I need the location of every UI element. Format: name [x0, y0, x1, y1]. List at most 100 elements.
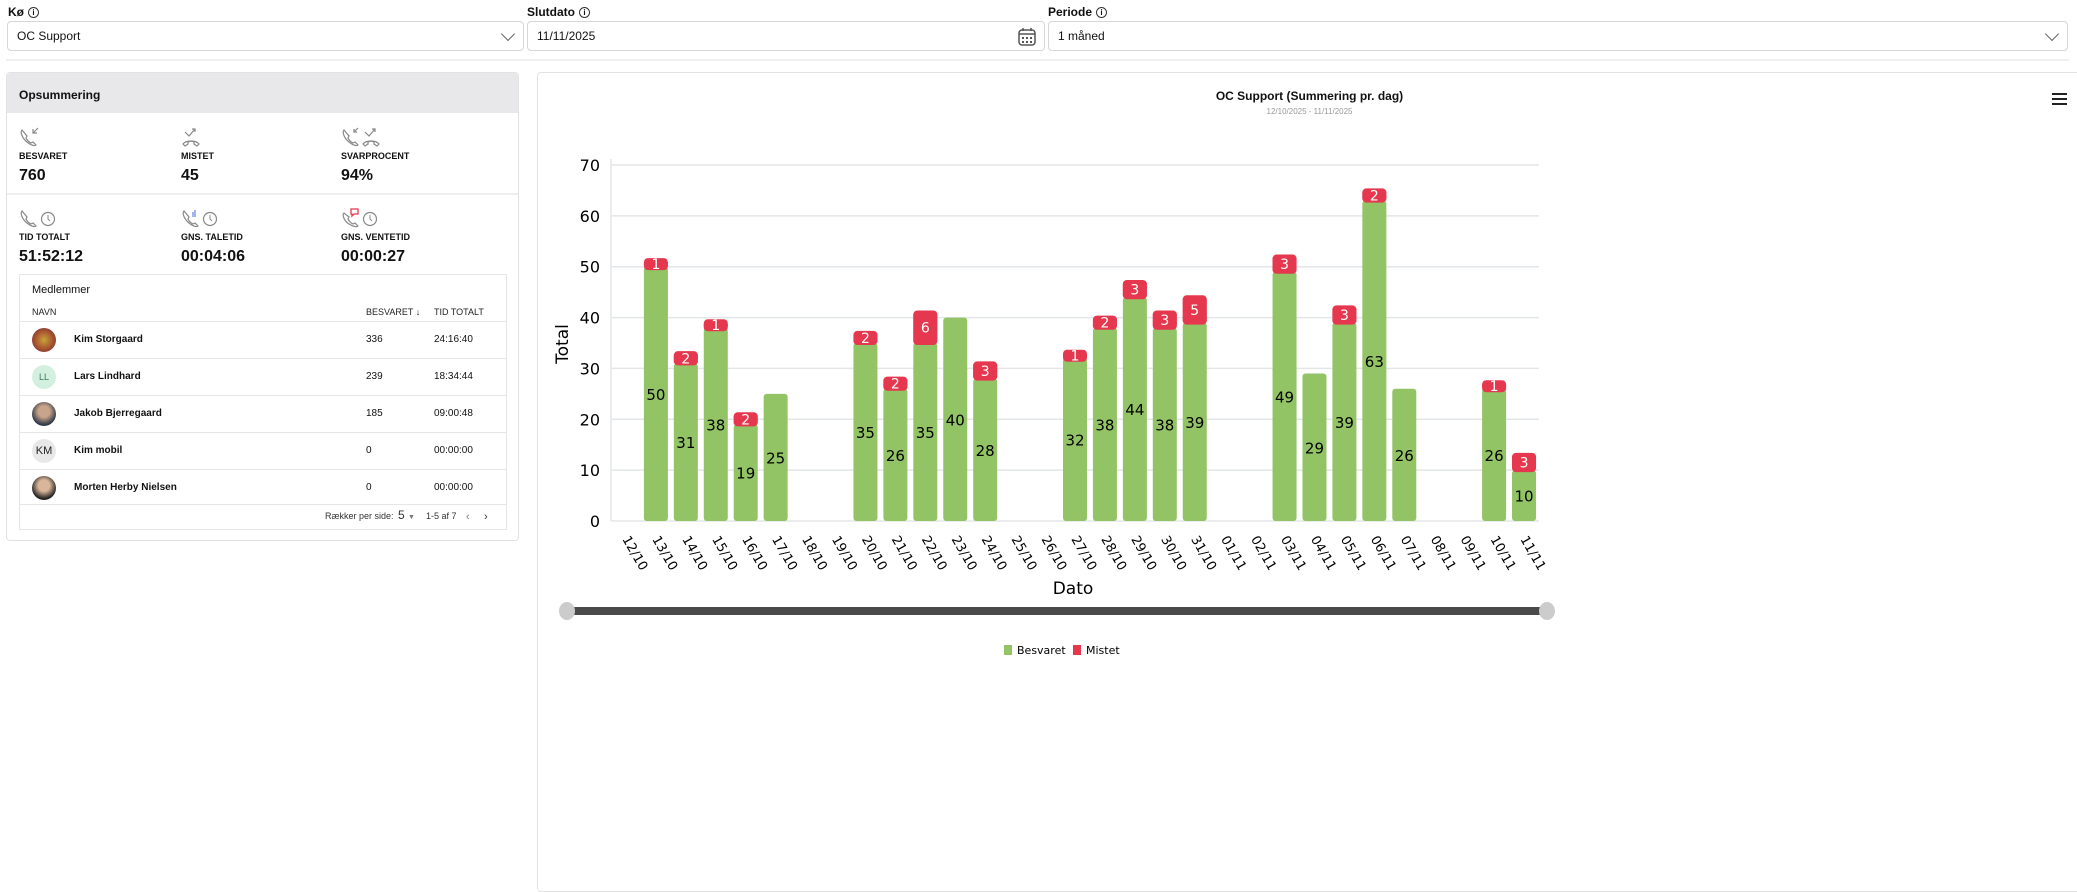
data-label-mistet: 1 [1071, 349, 1080, 365]
data-label-besvaret: 49 [1275, 388, 1294, 406]
x-tick-label: 06/11 [1367, 534, 1399, 574]
divider [7, 193, 518, 195]
avatar: KM [32, 439, 56, 463]
member-name: Kim Storgaard [74, 334, 143, 345]
y-tick-label: 70 [580, 156, 600, 175]
queue-label-text: Kø [8, 5, 24, 19]
bar-besvaret [1182, 322, 1207, 521]
end-date-value: 11/11/2025 [537, 29, 596, 43]
data-label-box-mistet [673, 351, 698, 366]
period-label: Periode i [1048, 5, 1108, 19]
x-tick-label: 17/10 [768, 534, 800, 574]
queue-label: Kø i [8, 5, 39, 19]
member-total-time: 09:00:48 [434, 408, 473, 419]
data-label-mistet: 2 [741, 412, 750, 428]
stat-avg-talk-time: GNS. TALETID 00:04:06 [181, 208, 341, 266]
info-icon[interactable]: i [1096, 6, 1108, 18]
column-header-name[interactable]: NAVN [32, 307, 57, 317]
stat-avg-wait-time: GNS. VENTETID 00:00:27 [341, 208, 501, 266]
range-slider-handle-left[interactable] [559, 602, 575, 620]
data-label-mistet: 3 [1340, 308, 1349, 324]
rows-per-page-label: Rækker per side: [325, 511, 394, 521]
x-tick-label: 01/11 [1217, 534, 1249, 574]
table-row[interactable]: KM Kim mobil 0 00:00:00 [20, 432, 506, 469]
data-label-box-mistet [703, 319, 728, 332]
data-label-mistet: 2 [681, 351, 690, 367]
data-label-box-mistet [1152, 310, 1177, 330]
bar-besvaret [703, 327, 728, 521]
avatar [32, 402, 56, 426]
data-label-besvaret: 19 [736, 465, 755, 483]
queue-select[interactable]: OC Support [7, 21, 524, 51]
bar-besvaret [973, 378, 998, 521]
data-label-besvaret: 44 [1125, 401, 1144, 419]
rows-per-page-select[interactable]: 5 ▼ [398, 508, 415, 522]
chart-subtitle: 12/10/2025 - 11/11/2025 [1266, 107, 1353, 116]
table-row[interactable]: LL Lars Lindhard 239 18:34:44 [20, 358, 506, 395]
end-date-label-text: Slutdato [527, 5, 575, 19]
bar-besvaret [763, 393, 788, 521]
data-label-box-mistet [853, 330, 878, 345]
stat-label: GNS. VENTETID [341, 232, 411, 242]
x-tick-label: 20/10 [858, 534, 890, 574]
data-label-box-mistet [1512, 452, 1537, 473]
stat-value: 51:52:12 [19, 248, 84, 265]
x-tick-label: 02/11 [1247, 534, 1279, 574]
range-slider-track[interactable] [567, 607, 1547, 615]
legend-label-mistet[interactable]: Mistet [1086, 644, 1120, 657]
x-tick-label: 05/11 [1337, 534, 1369, 574]
x-tick-label: 26/10 [1038, 534, 1070, 574]
talk-time-icon [182, 210, 218, 228]
stat-value: 760 [19, 167, 46, 184]
data-label-besvaret: 63 [1365, 353, 1384, 371]
prev-page-button[interactable]: ‹ [466, 511, 470, 523]
data-label-besvaret: 28 [976, 442, 995, 460]
info-icon[interactable]: i [28, 6, 39, 18]
column-header-answered[interactable]: BESVARET ↓ [366, 307, 420, 317]
legend-label-besvaret[interactable]: Besvaret [1017, 644, 1066, 657]
data-label-box-mistet [913, 310, 938, 345]
rows-per-page-value: 5 [398, 508, 405, 522]
period-label-text: Periode [1048, 5, 1093, 19]
table-row[interactable]: Kim Storgaard 336 24:16:40 [20, 321, 506, 358]
x-tick-label: 11/11 [1517, 534, 1549, 574]
data-label-box-mistet [1092, 315, 1117, 330]
legend-swatch-besvaret [1004, 645, 1012, 655]
divider [6, 59, 2069, 61]
data-label-besvaret: 35 [916, 424, 935, 442]
table-row[interactable]: Jakob Bjerregaard 185 09:00:48 [20, 395, 506, 432]
data-label-besvaret: 50 [646, 386, 665, 404]
y-tick-label: 50 [580, 258, 600, 277]
stat-value: 00:04:06 [181, 248, 246, 265]
member-answered: 0 [366, 482, 372, 493]
legend-swatch-mistet [1073, 645, 1081, 655]
bar-besvaret [1392, 388, 1417, 521]
x-tick-label: 07/11 [1397, 534, 1429, 574]
range-slider-handle-right[interactable] [1539, 602, 1555, 620]
info-icon[interactable]: i [579, 6, 590, 18]
data-label-mistet: 1 [1490, 379, 1499, 395]
bar-besvaret [643, 266, 668, 521]
next-page-button[interactable]: › [484, 511, 488, 523]
answer-rate-icon [342, 127, 380, 147]
calendar-icon[interactable] [1018, 27, 1036, 46]
member-answered: 336 [366, 334, 383, 345]
data-label-mistet: 2 [1100, 316, 1109, 332]
bar-besvaret [1092, 327, 1117, 521]
hamburger-menu-icon[interactable] [2052, 93, 2067, 108]
period-value: 1 måned [1058, 29, 1105, 43]
period-select[interactable]: 1 måned [1048, 21, 2068, 51]
x-tick-label: 29/10 [1127, 534, 1159, 574]
data-label-mistet: 2 [1370, 189, 1379, 205]
queue-value: OC Support [17, 29, 81, 43]
data-label-besvaret: 38 [1155, 416, 1174, 434]
summary-card: Opsummering BESVARET 760 MISTET 45 SVARP… [6, 72, 519, 541]
table-row[interactable]: Morten Herby Nielsen 0 00:00:00 [20, 469, 506, 506]
column-header-total-time[interactable]: TID TOTALT [434, 307, 484, 317]
member-total-time: 00:00:00 [434, 482, 473, 493]
members-table: Medlemmer NAVN BESVARET ↓ TID TOTALT Kim… [19, 274, 507, 530]
data-label-box-mistet [1332, 305, 1357, 325]
end-date-input[interactable]: 11/11/2025 [527, 21, 1045, 51]
bar-besvaret [913, 343, 938, 521]
x-axis-label: Dato [1053, 579, 1094, 599]
